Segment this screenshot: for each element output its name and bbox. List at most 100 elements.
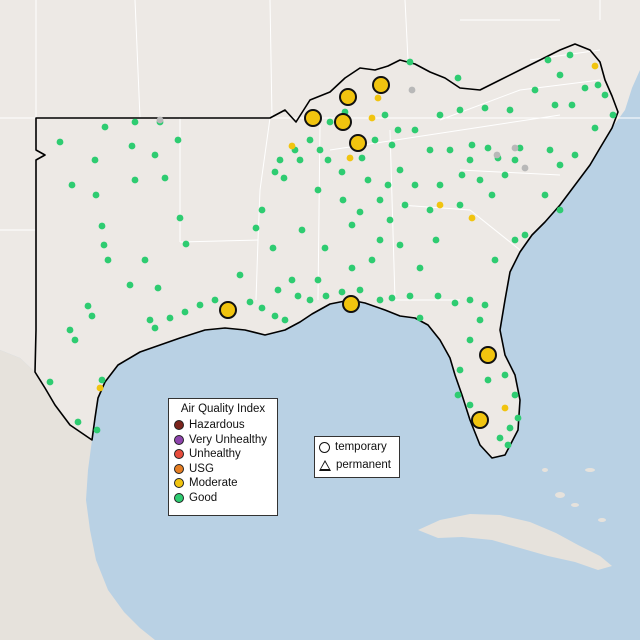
good-sensor-marker <box>368 256 376 264</box>
island <box>598 518 606 522</box>
good-sensor-marker <box>376 236 384 244</box>
good-sensor-marker <box>146 316 154 324</box>
good-sensor-marker <box>306 136 314 144</box>
good-sensor-marker <box>609 111 617 119</box>
good-sensor-marker <box>364 176 372 184</box>
state-border-line <box>269 0 273 119</box>
good-sensor-marker <box>356 286 364 294</box>
good-sensor-marker <box>338 288 346 296</box>
good-sensor-marker <box>396 241 404 249</box>
moderate-temporary-monitor <box>479 346 497 364</box>
moderate-sensor-marker <box>288 142 296 150</box>
triangle-icon <box>319 459 331 471</box>
good-sensor-marker <box>68 181 76 189</box>
good-sensor-marker <box>546 146 554 154</box>
good-sensor-marker <box>181 308 189 316</box>
good-sensor-marker <box>406 58 414 66</box>
good-sensor-marker <box>501 371 509 379</box>
good-sensor-marker <box>151 151 159 159</box>
moderate-temporary-monitor <box>339 88 357 106</box>
good-swatch <box>174 492 184 503</box>
good-sensor-marker <box>298 226 306 234</box>
legend-item-temporary: temporary <box>315 439 399 455</box>
good-sensor-marker <box>466 156 474 164</box>
island <box>555 492 565 498</box>
legend-item-unhealthy: Unhealthy <box>169 447 277 462</box>
legend-item-permanent: permanent <box>315 457 399 473</box>
good-sensor-marker <box>314 276 322 284</box>
good-sensor-marker <box>481 301 489 309</box>
good-sensor-marker <box>496 434 504 442</box>
good-sensor-marker <box>196 301 204 309</box>
good-sensor-marker <box>514 414 522 422</box>
good-sensor-marker <box>314 186 322 194</box>
legend-item-usg: USG <box>169 462 277 477</box>
good-sensor-marker <box>151 324 159 332</box>
legend-label: Moderate <box>189 477 238 490</box>
island <box>585 468 595 472</box>
moderate-sensor-marker <box>346 154 354 162</box>
state-border-line <box>134 0 141 119</box>
good-sensor-marker <box>92 191 100 199</box>
aqi-legend-title: Air Quality Index <box>180 403 266 415</box>
no-data-sensor-marker <box>511 144 519 152</box>
state-border-line <box>255 117 271 301</box>
mexico-land <box>0 350 155 640</box>
moderate-sensor-marker <box>468 214 476 222</box>
aqi-legend: Air Quality Index Hazardous Very Unhealt… <box>168 398 278 516</box>
good-sensor-marker <box>468 141 476 149</box>
good-sensor-marker <box>91 156 99 164</box>
good-sensor-marker <box>384 181 392 189</box>
good-sensor-marker <box>84 302 92 310</box>
good-sensor-marker <box>276 156 284 164</box>
legend-label: Hazardous <box>189 419 245 432</box>
good-sensor-marker <box>258 206 266 214</box>
no-data-sensor-marker <box>408 86 416 94</box>
good-sensor-marker <box>411 181 419 189</box>
good-sensor-marker <box>246 298 254 306</box>
good-sensor-marker <box>416 314 424 322</box>
hazardous-swatch <box>174 420 184 431</box>
good-sensor-marker <box>556 71 564 79</box>
good-sensor-marker <box>506 424 514 432</box>
good-sensor-marker <box>551 101 559 109</box>
good-sensor-marker <box>466 336 474 344</box>
good-sensor-marker <box>446 146 454 154</box>
no-data-sensor-marker <box>521 164 529 172</box>
good-sensor-marker <box>161 174 169 182</box>
good-sensor-marker <box>321 244 329 252</box>
circle-icon <box>319 441 330 453</box>
good-sensor-marker <box>358 154 366 162</box>
good-sensor-marker <box>316 146 324 154</box>
moderate-temporary-monitor <box>372 76 390 94</box>
good-sensor-marker <box>288 276 296 284</box>
state-borders <box>0 0 640 301</box>
good-sensor-marker <box>274 286 282 294</box>
good-sensor-marker <box>436 181 444 189</box>
good-sensor-marker <box>356 208 364 216</box>
state-border-line <box>389 129 396 301</box>
moderate-sensor-marker <box>501 404 509 412</box>
sensor-markers[interactable] <box>46 51 617 449</box>
good-sensor-marker <box>406 292 414 300</box>
good-sensor-marker <box>236 271 244 279</box>
state-border-line <box>469 209 521 251</box>
good-sensor-marker <box>101 123 109 131</box>
good-sensor-marker <box>376 296 384 304</box>
island <box>571 503 579 507</box>
no-data-sensor-marker <box>493 151 501 159</box>
good-sensor-marker <box>166 314 174 322</box>
good-sensor-marker <box>484 376 492 384</box>
moderate-temporary-monitor <box>349 134 367 152</box>
good-sensor-marker <box>211 296 219 304</box>
good-sensor-marker <box>126 281 134 289</box>
state-border-line <box>317 124 321 301</box>
good-sensor-marker <box>322 292 330 300</box>
legend-label: USG <box>189 462 214 475</box>
good-sensor-marker <box>296 156 304 164</box>
good-sensor-marker <box>98 376 106 384</box>
good-sensor-marker <box>591 124 599 132</box>
good-sensor-marker <box>426 146 434 154</box>
